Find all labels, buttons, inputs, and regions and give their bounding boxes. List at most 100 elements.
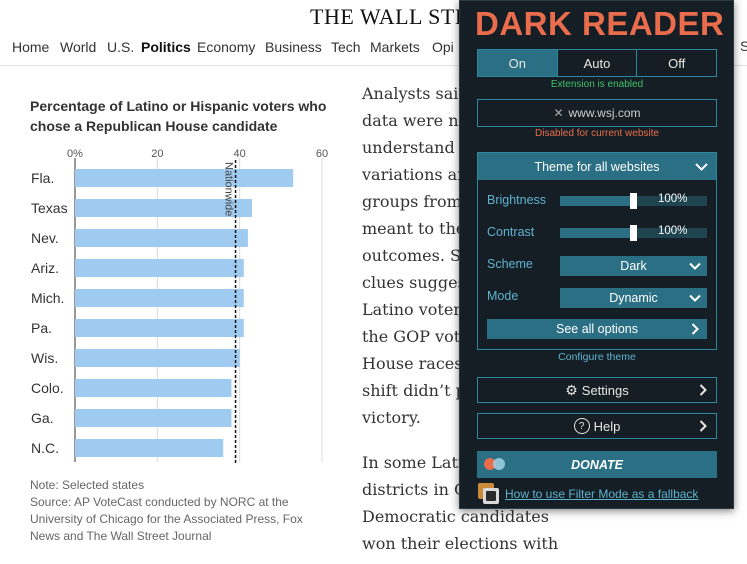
settings-label: Settings: [581, 382, 629, 398]
article-line: understand w: [362, 138, 474, 157]
category-label: Fla.: [31, 170, 54, 186]
reference-line-label: Nationwide: [223, 162, 235, 216]
chart-note: Note: Selected states Source: AP VoteCas…: [30, 477, 330, 545]
bar: [75, 349, 240, 367]
article-line: won their elections with: [362, 534, 559, 553]
nav-item-tech[interactable]: Tech: [331, 39, 361, 55]
chevron-right-icon: [691, 323, 699, 335]
nav-item-cutoff[interactable]: S: [740, 38, 747, 54]
article-line: shift didn’t p: [362, 381, 466, 400]
slider-fill: [560, 228, 633, 238]
mode-auto-button[interactable]: Auto: [556, 50, 637, 76]
see-all-options-button[interactable]: See all options: [487, 319, 707, 339]
article-paragraph: In some Latin districts in C Democratic ca…: [362, 449, 562, 557]
dark-reader-logo: DARK READER: [475, 5, 725, 42]
bar: [75, 259, 244, 277]
nav-item-opinion[interactable]: Opi: [432, 39, 454, 55]
article-line: Latino voter: [362, 300, 461, 319]
dark-reader-popup: DARK READER On Auto Off Extension is ena…: [459, 0, 734, 509]
article-body: Analysts said data were ne understand w var…: [362, 80, 562, 564]
category-label: Colo.: [31, 380, 64, 396]
configure-theme-link[interactable]: Configure theme: [558, 351, 636, 363]
source-text: Source: AP VoteCast conducted by NORC at…: [30, 495, 303, 543]
nav-item-markets[interactable]: Markets: [370, 39, 420, 55]
category-label: Ariz.: [31, 260, 59, 276]
article-line: In some Latin: [362, 453, 474, 472]
category-label: Wis.: [31, 350, 58, 366]
x-tick-label: 20: [151, 148, 163, 160]
donate-button[interactable]: DONATE: [477, 451, 717, 478]
bar: [75, 379, 232, 397]
theme-header-label: Theme for all websites: [534, 159, 660, 174]
chart-title: Percentage of Latino or Hispanic voters …: [30, 98, 327, 134]
see-all-label: See all options: [555, 322, 638, 336]
slider-thumb[interactable]: [630, 193, 637, 209]
scheme-select[interactable]: Dark: [560, 256, 707, 276]
contrast-slider[interactable]: 100%: [560, 225, 707, 241]
brightness-slider[interactable]: 100%: [560, 193, 707, 209]
bar: [75, 169, 294, 187]
scheme-label: Scheme: [487, 257, 533, 271]
filter-mode-icon: [478, 483, 499, 504]
contrast-value: 100%: [658, 225, 688, 237]
mode-value: Dynamic: [609, 291, 658, 305]
nav-item-business[interactable]: Business: [265, 39, 322, 55]
section-nav: Home World U.S. Politics Economy Busines…: [0, 38, 747, 66]
settings-button[interactable]: ⚙ Settings: [477, 377, 717, 403]
brightness-label: Brightness: [487, 193, 547, 207]
mode-switch: On Auto Off: [477, 49, 717, 77]
help-icon: ?: [573, 418, 590, 434]
article-line: groups from: [362, 192, 462, 211]
brightness-value: 100%: [658, 193, 688, 205]
mode-label: Mode: [487, 289, 519, 303]
bar: [75, 409, 232, 427]
scheme-value: Dark: [620, 259, 647, 273]
nav-item-politics[interactable]: Politics: [141, 39, 191, 55]
filter-mode-fallback-link[interactable]: How to use Filter Mode as a fallback: [477, 482, 727, 506]
nav-item-us[interactable]: U.S.: [107, 39, 135, 55]
category-label: Texas: [31, 200, 68, 216]
bar: [75, 289, 244, 307]
fallback-link-text: How to use Filter Mode as a fallback: [505, 487, 699, 501]
article-line: outcomes. So: [362, 246, 471, 265]
category-label: N.C.: [31, 440, 59, 456]
site-toggle[interactable]: ✕ www.wsj.com: [477, 99, 717, 127]
slider-fill: [560, 196, 633, 206]
gear-icon: ⚙: [565, 381, 578, 398]
chevron-down-icon: [695, 163, 708, 171]
article-paragraph: Analysts said data were ne understand w var…: [362, 80, 562, 431]
chevron-right-icon: [699, 384, 707, 396]
nav-item-world[interactable]: World: [60, 39, 97, 55]
x-tick-label: 60: [316, 148, 328, 160]
article-line: victory.: [362, 408, 421, 427]
article-line: House races,: [362, 354, 468, 373]
theme-header[interactable]: Theme for all websites: [478, 153, 716, 180]
bar: [75, 319, 244, 337]
article-line: variations ar: [362, 165, 465, 184]
category-label: Nev.: [31, 230, 59, 246]
help-button[interactable]: ? Help: [477, 413, 717, 439]
donate-label: DONATE: [571, 457, 623, 472]
x-tick-label: 0%: [67, 148, 83, 160]
mode-on-button[interactable]: On: [478, 50, 557, 76]
note-text: Note: Selected states: [30, 478, 145, 492]
article-line: meant to the: [362, 219, 466, 238]
article-line: districts in C: [362, 480, 467, 499]
close-icon: ✕: [553, 106, 564, 120]
x-tick-label: 40: [234, 148, 246, 160]
site-status: Disabled for current website: [535, 128, 659, 139]
nav-item-economy[interactable]: Economy: [197, 39, 256, 55]
contrast-label: Contrast: [487, 225, 535, 239]
extension-status: Extension is enabled: [550, 79, 644, 90]
bar-chart: 0% 20 40 60 Fla. Texas Nev. Ariz. Mich. Pa. Wis. Co…: [31, 148, 328, 464]
chevron-down-icon: [689, 294, 701, 302]
bar: [75, 199, 253, 217]
article-line: Democratic candidates: [362, 507, 549, 526]
help-label: Help: [593, 418, 621, 434]
nav-item-home[interactable]: Home: [12, 39, 50, 55]
article-line: the GOP vote: [362, 327, 470, 346]
mode-off-button[interactable]: Off: [636, 50, 716, 76]
mode-select[interactable]: Dynamic: [560, 288, 707, 308]
article-line: Analysts said: [362, 84, 469, 103]
slider-thumb[interactable]: [630, 225, 637, 241]
